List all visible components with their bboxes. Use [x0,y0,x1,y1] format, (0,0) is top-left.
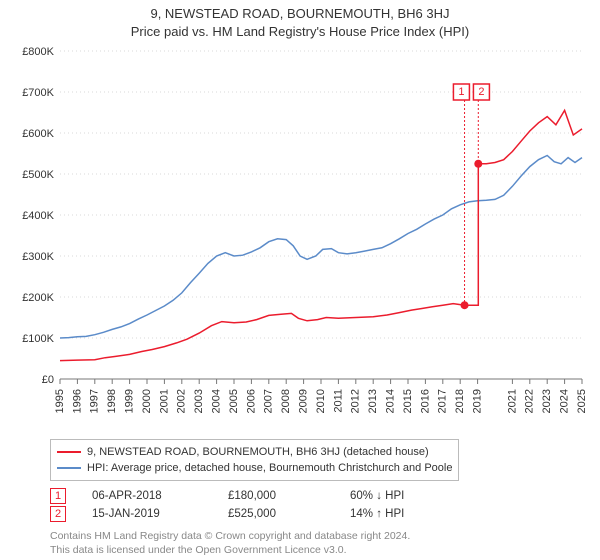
svg-text:2010: 2010 [315,389,327,413]
svg-text:2012: 2012 [350,389,362,413]
attribution-line: Contains HM Land Registry data © Crown c… [50,529,590,543]
svg-text:£300K: £300K [22,251,54,263]
svg-text:2018: 2018 [454,389,466,413]
svg-text:2002: 2002 [176,389,188,413]
transaction-table: 1 06-APR-2018 £180,000 60% ↓ HPI 2 15-JA… [50,487,590,523]
txn-date: 06-APR-2018 [92,487,202,505]
svg-text:2006: 2006 [245,389,257,413]
svg-text:2016: 2016 [419,389,431,413]
svg-text:2022: 2022 [524,389,536,413]
svg-text:2: 2 [478,86,484,98]
svg-text:1995: 1995 [54,389,66,413]
table-row: 2 15-JAN-2019 £525,000 14% ↑ HPI [50,505,590,523]
svg-text:£700K: £700K [22,87,54,99]
svg-text:2009: 2009 [298,389,310,413]
legend-swatch [57,451,81,453]
table-row: 1 06-APR-2018 £180,000 60% ↓ HPI [50,487,590,505]
txn-diff: 14% ↑ HPI [350,505,450,523]
svg-text:2015: 2015 [402,389,414,413]
txn-date: 15-JAN-2019 [92,505,202,523]
svg-text:1: 1 [458,86,464,98]
attribution-line: This data is licensed under the Open Gov… [50,543,590,557]
svg-text:£600K: £600K [22,128,54,140]
svg-text:2013: 2013 [367,389,379,413]
chart-title-main: 9, NEWSTEAD ROAD, BOURNEMOUTH, BH6 3HJ [10,6,590,21]
txn-badge: 2 [50,506,66,522]
legend: 9, NEWSTEAD ROAD, BOURNEMOUTH, BH6 3HJ (… [50,439,459,481]
svg-text:2017: 2017 [437,389,449,413]
chart-title-sub: Price paid vs. HM Land Registry's House … [10,24,590,39]
txn-price: £525,000 [228,505,324,523]
txn-price: £180,000 [228,487,324,505]
svg-text:1999: 1999 [124,389,136,413]
svg-text:£200K: £200K [22,292,54,304]
svg-text:2007: 2007 [263,389,275,413]
txn-diff: 60% ↓ HPI [350,487,450,505]
svg-text:2024: 2024 [559,389,571,413]
legend-item-hpi: HPI: Average price, detached house, Bour… [57,460,452,476]
legend-label: HPI: Average price, detached house, Bour… [87,460,452,476]
attribution: Contains HM Land Registry data © Crown c… [50,529,590,557]
svg-text:1998: 1998 [106,389,118,413]
svg-text:2021: 2021 [506,389,518,413]
svg-text:2000: 2000 [141,389,153,413]
price-vs-hpi-chart: £0 £100K £200K £300K £400K £500K £600K £700K £80… [10,45,590,435]
svg-text:2025: 2025 [576,389,588,413]
svg-text:£100K: £100K [22,333,54,345]
svg-text:2004: 2004 [211,389,223,413]
chart-area: £0 £100K £200K £300K £400K £500K £600K £700K £80… [10,45,590,435]
svg-text:2023: 2023 [541,389,553,413]
svg-text:2014: 2014 [385,389,397,413]
txn-badge: 1 [50,488,66,504]
svg-text:1996: 1996 [71,389,83,413]
legend-swatch [57,467,81,469]
svg-text:£0: £0 [42,374,54,386]
svg-text:1997: 1997 [89,389,101,413]
svg-text:£400K: £400K [22,210,54,222]
svg-text:2001: 2001 [158,389,170,413]
svg-text:2011: 2011 [332,389,344,413]
svg-text:£500K: £500K [22,169,54,181]
svg-text:2003: 2003 [193,389,205,413]
svg-text:2008: 2008 [280,389,292,413]
legend-label: 9, NEWSTEAD ROAD, BOURNEMOUTH, BH6 3HJ (… [87,444,429,460]
legend-item-property: 9, NEWSTEAD ROAD, BOURNEMOUTH, BH6 3HJ (… [57,444,452,460]
svg-text:£800K: £800K [22,46,54,58]
svg-text:2019: 2019 [472,389,484,413]
svg-text:2005: 2005 [228,389,240,413]
